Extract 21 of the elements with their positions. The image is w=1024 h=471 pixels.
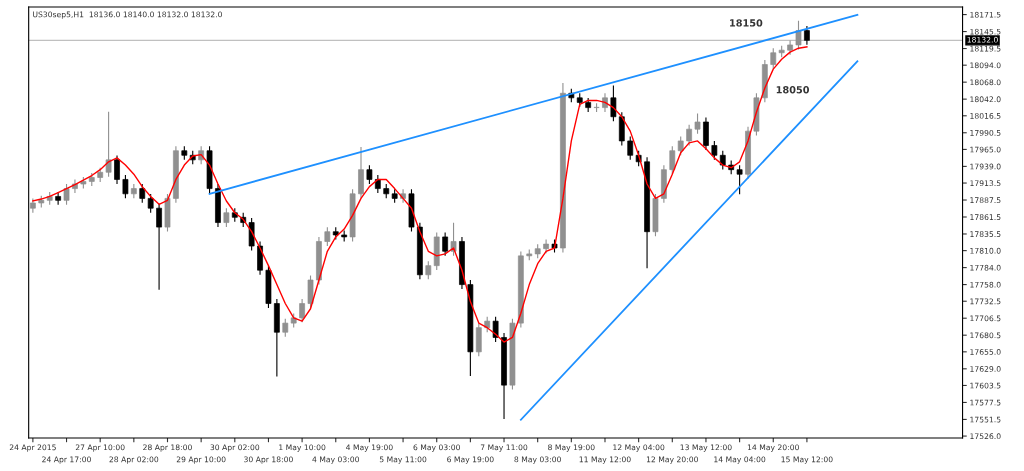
candlestick <box>156 203 162 290</box>
candlestick <box>299 299 305 323</box>
candlestick <box>627 136 634 160</box>
candlestick <box>686 124 692 146</box>
candlestick <box>770 48 777 69</box>
candlestick <box>55 191 61 205</box>
candlestick <box>610 85 617 122</box>
candlestick <box>105 111 112 177</box>
candlestick <box>703 117 709 150</box>
candlestick <box>492 316 499 342</box>
candlestick <box>114 155 120 184</box>
candlestick <box>442 232 449 256</box>
candlestick <box>669 146 676 175</box>
candlestick <box>694 113 701 134</box>
candlestick <box>307 275 314 308</box>
annotation: 18150 <box>730 19 763 27</box>
annotation: 18050 <box>776 86 810 94</box>
candlestick <box>736 165 743 195</box>
candlestick <box>795 20 802 50</box>
candlestick <box>63 184 70 205</box>
candlestick <box>122 174 129 199</box>
